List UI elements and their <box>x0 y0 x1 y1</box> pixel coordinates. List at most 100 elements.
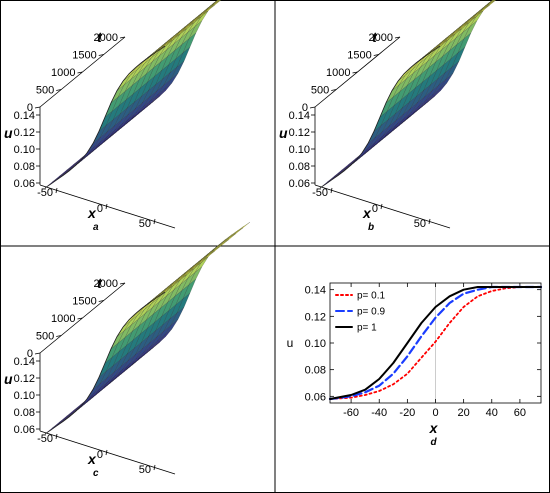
t-tick-label: 500 <box>36 85 54 97</box>
x-tick-label: 50 <box>139 218 151 230</box>
t-tick-label: 2000 <box>369 32 393 44</box>
x-tick-label: -60 <box>343 407 359 419</box>
x-tick <box>105 449 108 456</box>
u-tick-label: 0.08 <box>289 161 310 173</box>
x-tick <box>153 218 156 225</box>
t-axis-label: t <box>97 275 103 291</box>
y-tick-label: 0.08 <box>305 365 326 377</box>
x-tick <box>428 218 431 225</box>
u-tick-label: 0.12 <box>289 127 310 139</box>
t-tick <box>119 282 126 285</box>
u-axis-label: u <box>279 125 288 141</box>
t-tick <box>394 36 401 39</box>
u-tick-label: 0.10 <box>14 390 35 402</box>
t-tick <box>77 71 83 74</box>
x-tick <box>105 203 108 210</box>
t-tick-label: 1500 <box>72 50 96 62</box>
panel-sublabel: d <box>430 437 437 448</box>
y-tick-label: 0.12 <box>305 311 326 323</box>
series-line-3 <box>329 286 542 400</box>
u-tick-label: 0.14 <box>14 110 35 122</box>
x-tick <box>330 187 333 194</box>
t-tick <box>352 71 358 74</box>
t-axis-label: t <box>372 29 378 45</box>
x-tick-label: -40 <box>371 407 387 419</box>
t-tick <box>77 317 83 320</box>
x-axis-line <box>39 184 176 229</box>
u-tick-label: 0.08 <box>14 407 35 419</box>
legend-label-3: p= 1 <box>357 323 377 334</box>
y-tick-label: 0.10 <box>305 338 326 350</box>
x-tick-label: -50 <box>37 187 53 199</box>
t-tick <box>98 54 104 56</box>
t-tick <box>56 335 62 337</box>
t-tick <box>34 352 41 355</box>
t-tick-label: 2000 <box>94 32 118 44</box>
x-tick-label: -50 <box>312 187 328 199</box>
x-tick-label: 0 <box>97 449 103 461</box>
t-tick <box>331 89 337 91</box>
x-axis-line <box>314 184 451 229</box>
surface-panel-a: 2000150010005000t0.140.120.100.080.06u-5… <box>4 0 222 233</box>
x-tick <box>380 203 383 210</box>
u-tick-label: 0.08 <box>14 161 35 173</box>
t-tick <box>56 89 62 91</box>
t-tick <box>373 54 379 56</box>
surface-front-edge <box>44 45 166 189</box>
panel-sublabel: a <box>93 222 99 233</box>
u-tick-label: 0.10 <box>289 144 310 156</box>
t-tick-label: 0 <box>27 102 33 114</box>
panel-sublabel: c <box>93 468 99 479</box>
x-tick <box>55 187 58 194</box>
x-axis-label: x <box>87 451 97 467</box>
u-tick-label: 0.12 <box>14 127 35 139</box>
legend-label-2: p= 0.9 <box>357 307 386 318</box>
legend-label-1: p= 0.1 <box>357 291 386 302</box>
t-tick-label: 500 <box>311 85 329 97</box>
t-axis-label: t <box>97 29 103 45</box>
x-tick-label: 20 <box>458 407 470 419</box>
t-tick-label: 1500 <box>347 50 371 62</box>
t-tick-label: 0 <box>27 348 33 360</box>
u-tick-label: 0.14 <box>14 356 35 368</box>
u-axis-label: u <box>4 371 13 387</box>
surface-front-edge <box>319 45 441 189</box>
t-tick <box>119 36 126 39</box>
x-tick <box>55 433 58 440</box>
t-tick-label: 1000 <box>326 67 350 79</box>
t-tick <box>34 106 41 109</box>
x-tick-label: 0 <box>97 203 103 215</box>
u-tick-label: 0.06 <box>14 424 35 436</box>
x-tick-label: 60 <box>514 407 526 419</box>
t-tick <box>98 300 104 302</box>
x-tick-label: -50 <box>37 433 53 445</box>
x-axis-label: x <box>87 205 97 221</box>
t-tick-label: 1000 <box>51 313 75 325</box>
y-axis-label: u <box>287 336 294 350</box>
line-chart-panel-d: -60 -40 -20 0 20 40 60 0.06 0.08 0.10 0.12 0.14 xd u p… <box>287 282 543 448</box>
x-tick-label: 0 <box>432 407 438 419</box>
t-tick-label: 0 <box>302 102 308 114</box>
t-tick-label: 1000 <box>51 67 75 79</box>
panel-sublabel: b <box>368 222 374 233</box>
x-axis-line <box>39 430 176 475</box>
t-tick-label: 500 <box>36 331 54 343</box>
y-tick-label: 0.06 <box>305 391 326 403</box>
series-line-1 <box>329 286 542 400</box>
y-tick-label: 0.14 <box>305 285 326 297</box>
u-tick-label: 0.06 <box>289 178 310 190</box>
t-tick-label: 1500 <box>72 296 96 308</box>
u-tick-label: 0.12 <box>14 373 35 385</box>
u-tick-label: 0.14 <box>289 110 310 122</box>
x-axis-label: x <box>362 205 372 221</box>
x-axis-label: x <box>429 420 439 436</box>
u-axis-label: u <box>4 125 13 141</box>
surface-panel-b: 2000150010005000t0.140.120.100.080.06u-5… <box>279 0 497 233</box>
u-tick-label: 0.06 <box>14 178 35 190</box>
x-tick-label: 0 <box>372 203 378 215</box>
surface-panel-c: 2000150010005000t0.140.120.100.080.06u-5… <box>4 221 251 479</box>
x-tick-label: -20 <box>399 407 415 419</box>
x-tick-label: 50 <box>139 464 151 476</box>
x-tick <box>153 464 156 471</box>
